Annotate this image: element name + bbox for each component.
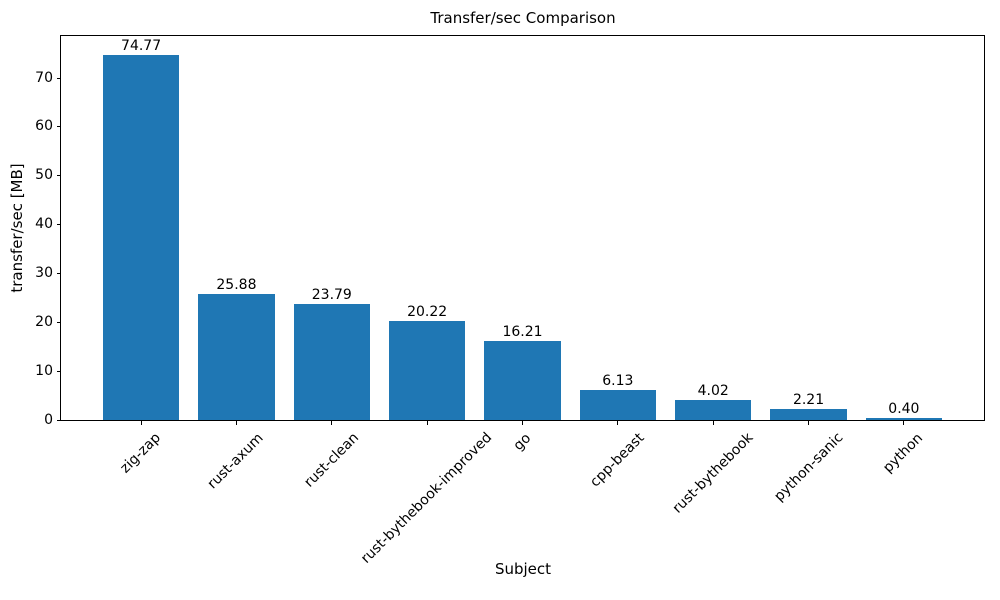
x-tick-mark-python (903, 421, 905, 425)
y-tick-mark-60 (56, 126, 61, 128)
y-tick-label-30: 30 (35, 264, 53, 281)
y-tick-label-60: 60 (35, 118, 53, 135)
x-axis-label: Subject (494, 560, 552, 578)
bar-python (865, 418, 943, 420)
bar-value-label-rust-clean: 23.79 (311, 286, 352, 303)
bar-cpp-beast (579, 390, 656, 420)
x-tick-mark-rust-clean (331, 421, 333, 425)
x-tick-label-cpp-beast: cpp-beast (587, 429, 648, 491)
x-tick-mark-rust-bythebook (712, 421, 714, 425)
y-tick-label-10: 10 (35, 362, 53, 379)
x-tick-mark-python-sanic (808, 421, 810, 425)
y-tick-mark-40 (56, 224, 61, 226)
bar-value-label-rust-axum: 25.88 (216, 276, 257, 293)
x-tick-mark-zig-zap (140, 421, 142, 425)
x-tick-label-zig-zap: zig-zap (117, 429, 165, 477)
bar-value-label-go: 16.21 (502, 323, 543, 340)
y-tick-label-70: 70 (35, 69, 53, 86)
bar-rust-axum (198, 293, 275, 420)
bar-value-label-cpp-beast: 6.13 (602, 373, 634, 390)
y-tick-mark-10 (56, 370, 61, 372)
bar-zig-zap (102, 54, 180, 420)
bar-go (484, 340, 561, 420)
bar-value-label-rust-bythebook: 4.02 (697, 383, 729, 400)
chart-title: Transfer/sec Comparison (430, 9, 616, 27)
x-tick-mark-rust-axum (235, 421, 237, 425)
x-tick-mark-go (522, 421, 523, 425)
x-tick-label-rust-axum: rust-axum (204, 430, 268, 493)
y-tick-mark-50 (56, 175, 61, 177)
bar-value-label-rust-bythebook-improved: 20.22 (407, 304, 448, 321)
x-tick-label-go: go (510, 429, 535, 454)
bar-rust-clean (293, 303, 370, 420)
x-tick-label-rust-bythebook: rust-bythebook (669, 430, 757, 517)
x-tick-mark-cpp-beast (617, 421, 619, 425)
bar-value-label-python: 0.40 (888, 401, 920, 418)
y-tick-label-40: 40 (35, 216, 53, 233)
x-tick-label-rust-bythebook-improved: rust-bythebook-improved (358, 429, 496, 568)
y-tick-mark-30 (56, 272, 61, 274)
y-tick-mark-70 (56, 77, 61, 79)
x-tick-label-python: python (880, 429, 927, 476)
bar-value-label-python-sanic: 2.21 (792, 392, 825, 409)
bar-rust-bythebook-improved (389, 321, 466, 420)
bar-python-sanic (770, 409, 847, 420)
x-tick-label-rust-clean: rust-clean (301, 429, 362, 491)
y-tick-mark-20 (56, 321, 61, 323)
y-tick-label-20: 20 (35, 313, 53, 330)
x-tick-label-python-sanic: python-sanic (770, 429, 846, 506)
x-tick-mark-rust-bythebook-improved (426, 421, 428, 425)
y-tick-label-0: 0 (44, 411, 53, 428)
y-tick-label-50: 50 (35, 167, 53, 184)
bar-value-label-zig-zap: 74.77 (121, 37, 162, 54)
bar-rust-bythebook (675, 400, 752, 420)
y-tick-mark-0 (56, 419, 61, 421)
